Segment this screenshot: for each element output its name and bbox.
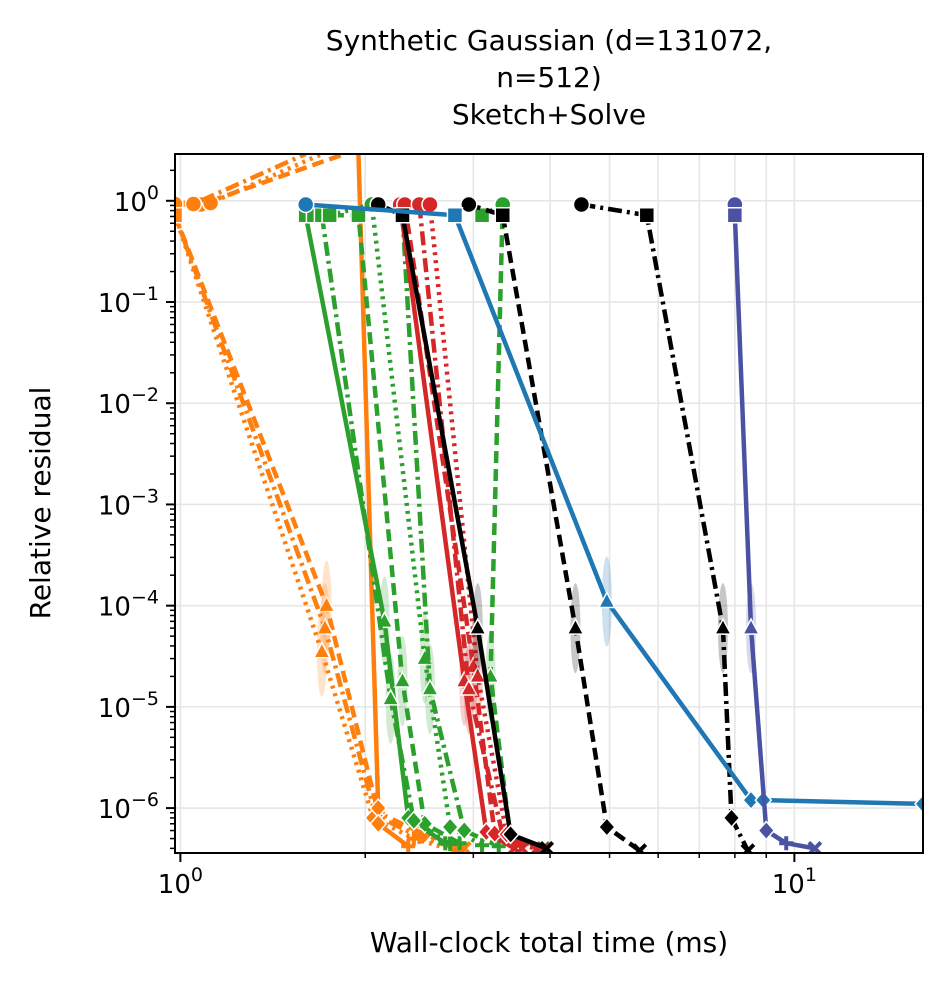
y-axis-label: Relative residual: [24, 387, 57, 620]
data-point: [597, 590, 617, 609]
data-point: [175, 206, 184, 224]
data-point: [632, 843, 648, 853]
data-point: [597, 816, 616, 838]
data-point: [460, 195, 478, 214]
data-point: [441, 816, 460, 838]
data-point: [420, 678, 440, 696]
series-line: [481, 202, 544, 851]
chart-title-line-2: n=512): [496, 61, 602, 94]
y-tick-label: 10−2: [98, 384, 159, 420]
data-point: [321, 206, 338, 224]
data-point: [443, 837, 458, 852]
data-point: [459, 678, 479, 696]
data-point: [726, 206, 744, 224]
y-tick-label: 10−1: [98, 283, 159, 319]
x-tick-label: 100: [158, 864, 203, 900]
series-line: [397, 204, 516, 851]
data-point: [296, 195, 315, 214]
series-layer: [175, 154, 923, 853]
data-point: [184, 195, 203, 213]
series-line: [402, 204, 524, 851]
data-point: [455, 820, 474, 841]
data-point: [404, 810, 423, 831]
data-point: [369, 813, 388, 834]
data-point: [317, 595, 336, 613]
series-line: [400, 215, 500, 849]
chart-title-line-3: Sketch+Solve: [452, 98, 646, 131]
data-point: [713, 617, 733, 635]
data-point: [421, 195, 439, 214]
data-point: [406, 831, 421, 846]
series-line: [319, 214, 452, 847]
chart-title-line-1: Synthetic Gaussian (d=131072,: [326, 24, 772, 57]
data-point: [468, 665, 487, 684]
data-point: [393, 670, 412, 688]
data-point: [494, 206, 512, 224]
data-point: [566, 617, 585, 635]
data-point: [315, 617, 335, 635]
x-tick-label: 101: [772, 864, 817, 900]
y-tick-label: 10−6: [98, 789, 159, 825]
x-axis-label: Wall-clock total time (ms): [370, 926, 728, 959]
y-tick-label: 100: [114, 182, 159, 218]
y-tick-label: 10−3: [98, 485, 159, 521]
y-tick-label: 10−5: [98, 688, 159, 724]
ticks: 100 101 100 10−1 10−2 10−3 10−4 10−5 10−6: [98, 169, 817, 900]
data-point: [572, 195, 591, 214]
data-point: [401, 839, 416, 853]
series-line: [175, 214, 461, 852]
series-line: [175, 154, 323, 206]
data-point: [722, 807, 741, 829]
data-point: [757, 820, 776, 841]
data-point: [501, 824, 520, 845]
data-point: [913, 793, 923, 815]
series-line: [732, 204, 816, 851]
data-point: [381, 688, 400, 706]
data-point: [779, 836, 794, 851]
data-point: [741, 617, 761, 635]
data-point: [468, 617, 487, 635]
y-tick-label: 10−4: [98, 587, 159, 623]
series-line: [427, 204, 545, 852]
data-point: [312, 641, 332, 659]
data-point: [446, 206, 464, 224]
data-point: [740, 843, 756, 853]
series-line: [305, 202, 923, 807]
data-point: [742, 789, 761, 811]
data-point: [638, 206, 656, 224]
series-line: [377, 202, 548, 851]
